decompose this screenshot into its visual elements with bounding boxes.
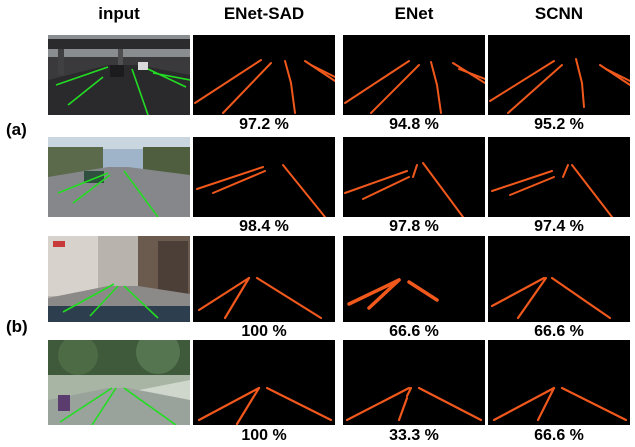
- accuracy-scnn-row2: 97.4 %: [534, 218, 584, 235]
- accuracy-enet-row2: 97.8 %: [389, 218, 439, 235]
- group-label-b: (b): [6, 317, 28, 336]
- prediction-enet-sad-row2: [193, 137, 335, 217]
- accuracy-scnn-row1: 95.2 %: [534, 116, 584, 133]
- input-image-row2: [48, 137, 190, 217]
- prediction-enet-sad-row4: [193, 340, 335, 425]
- prediction-enet-row4: [343, 340, 485, 425]
- prediction-enet-sad-row1: [193, 35, 335, 115]
- prediction-enet-row3: [343, 236, 485, 322]
- accuracy-enet-row1: 94.8 %: [389, 116, 439, 133]
- prediction-enet-row2: [343, 137, 485, 217]
- accuracy-enet-sad-row3: 100 %: [241, 323, 287, 340]
- accuracy-scnn-row4: 66.6 %: [534, 427, 584, 444]
- prediction-scnn-row2: [488, 137, 630, 217]
- accuracy-enet-row3: 66.6 %: [389, 323, 439, 340]
- accuracy-scnn-row3: 66.6 %: [534, 323, 584, 340]
- prediction-scnn-row3: [488, 236, 630, 322]
- prediction-enet-sad-row3: [193, 236, 335, 322]
- accuracy-enet-sad-row4: 100 %: [241, 427, 287, 444]
- accuracy-enet-row4: 33.3 %: [389, 427, 439, 444]
- input-image-row4: [48, 340, 190, 425]
- prediction-scnn-row4: [488, 340, 630, 425]
- prediction-scnn-row1: [488, 35, 630, 115]
- input-image-row3: [48, 236, 190, 322]
- accuracy-enet-sad-row1: 97.2 %: [239, 116, 289, 133]
- column-header-enet-sad: ENet-SAD: [223, 4, 305, 23]
- group-label-a: (a): [6, 120, 27, 139]
- column-header-input: input: [98, 4, 140, 23]
- input-image-row1: [48, 35, 190, 115]
- prediction-enet-row1: [343, 35, 485, 115]
- accuracy-enet-sad-row2: 98.4 %: [239, 218, 289, 235]
- column-header-enet: ENet: [394, 4, 434, 23]
- column-header-scnn: SCNN: [534, 4, 584, 23]
